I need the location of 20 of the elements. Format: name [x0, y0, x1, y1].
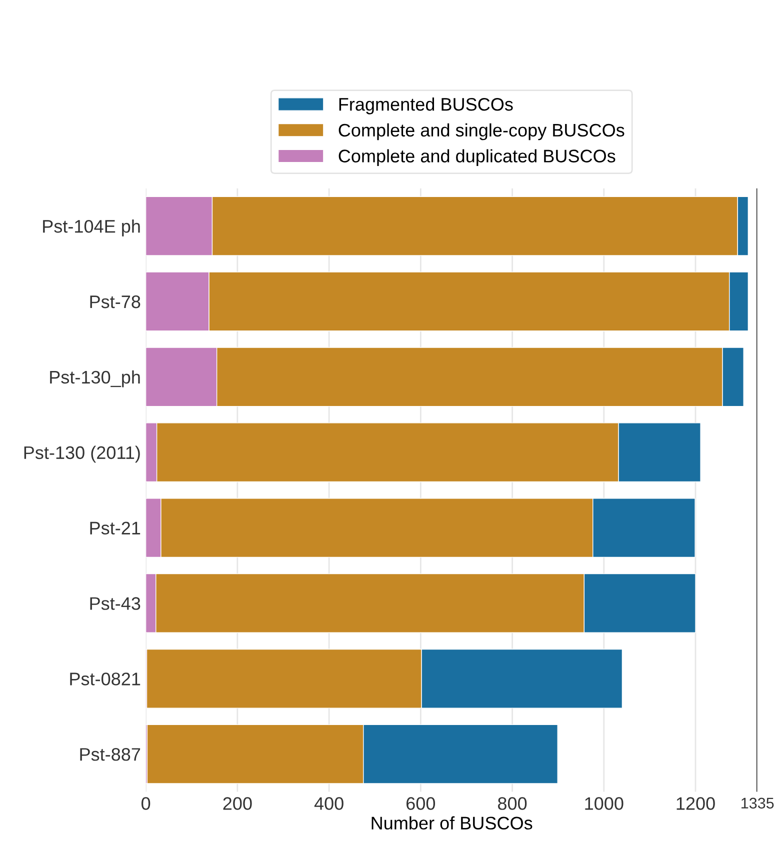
- x-tick-label: 400: [314, 797, 344, 810]
- y-tick-label: Pst-0821: [70, 672, 140, 686]
- legend-label: Complete and single-copy BUSCOs: [338, 123, 624, 140]
- x-tick-label: 1000: [585, 797, 624, 810]
- x-tick-label: 600: [406, 797, 436, 810]
- y-tick-label: Pst-130 (2011): [24, 446, 140, 463]
- x-tick-label: 200: [223, 797, 252, 810]
- ref-line-label: 1335: [742, 798, 774, 809]
- y-tick-label: Pst-130_ph: [50, 370, 140, 388]
- x-axis-title: Number of BUSCOs: [372, 816, 532, 830]
- y-tick-label: Pst-21: [90, 522, 140, 534]
- x-tick-label: 0: [142, 797, 150, 810]
- y-tick-label: Pst-887: [80, 748, 140, 761]
- x-tick-label: 800: [498, 797, 527, 810]
- y-tick-label: Pst-43: [90, 597, 140, 610]
- x-tick-label: 1200: [676, 797, 715, 810]
- y-tick-label: Pst-104E ph: [43, 219, 140, 236]
- legend-label: Fragmented BUSCOs: [339, 97, 513, 114]
- y-tick-label: Pst-78: [90, 295, 140, 308]
- legend-label: Complete and duplicated BUSCOs: [338, 149, 616, 166]
